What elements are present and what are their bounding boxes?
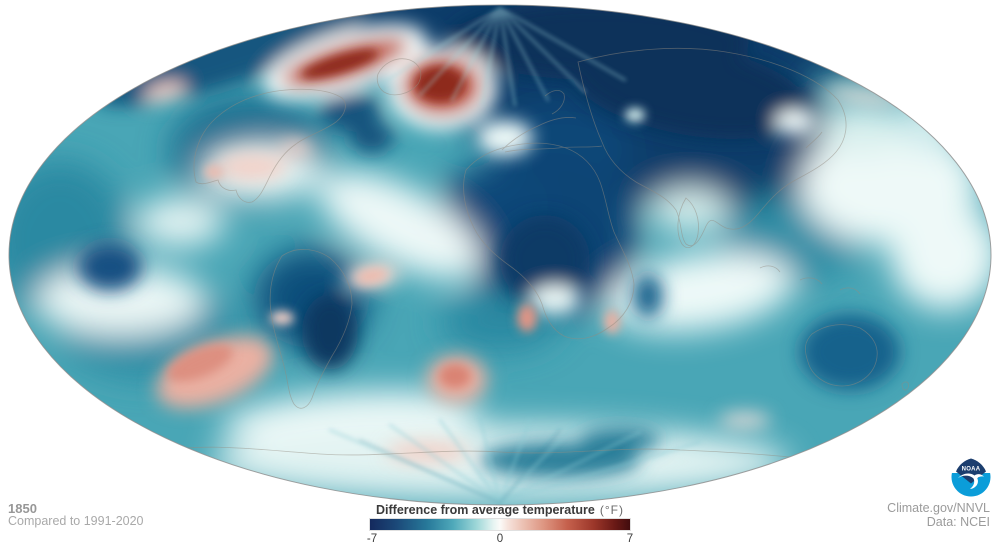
year-label: 1850 (8, 501, 37, 516)
coastlines (149, 47, 909, 463)
noaa-logo-sky (956, 458, 986, 484)
baseline-label: Compared to 1991-2020 (8, 514, 144, 528)
noaa-logo-gull-icon (958, 473, 984, 489)
noaa-logo-text: NOAA (962, 467, 981, 473)
legend: Difference from average temperature (°F) (300, 501, 700, 519)
world-temperature-anomaly-map (8, 4, 992, 506)
credit-data: Data: NCEI (926, 514, 990, 529)
legend-units: (°F) (599, 503, 624, 517)
credits: Climate.gov/NNVL Data: NCEI (887, 501, 990, 529)
credit-source: Climate.gov/NNVL (887, 501, 990, 515)
pole-streaks (328, 6, 702, 504)
colorbar-ticks: -7 0 7 (362, 533, 638, 547)
date-block: 1850 Compared to 1991-2020 (8, 502, 144, 528)
tick-max: 7 (626, 533, 634, 545)
tick-zero: 0 (496, 533, 504, 545)
colorbar (370, 519, 630, 530)
noaa-logo: NOAA (951, 457, 991, 497)
anomaly-field-cores (167, 49, 645, 388)
map-outline (8, 4, 992, 506)
tick-min: -7 (366, 533, 378, 545)
noaa-logo-sea (951, 473, 991, 497)
legend-title: Difference from average temperature (376, 503, 595, 517)
